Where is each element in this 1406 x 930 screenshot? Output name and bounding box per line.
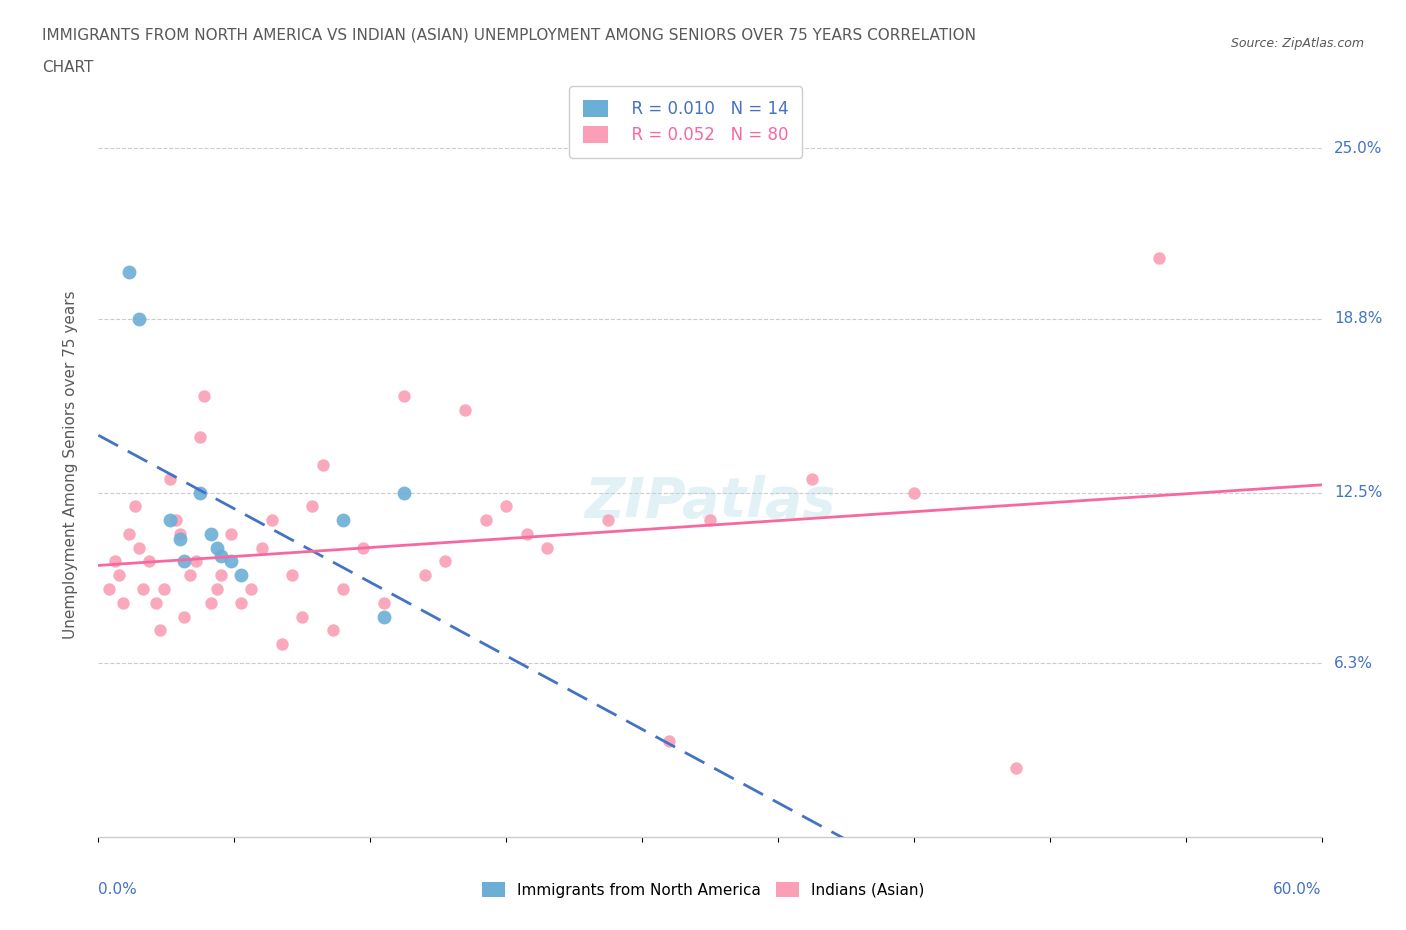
Point — [200, 526, 222, 541]
Point — [173, 609, 195, 624]
Point — [209, 549, 232, 564]
Point — [260, 512, 283, 527]
Point — [373, 595, 395, 610]
Point — [291, 609, 314, 624]
Point — [231, 595, 253, 610]
Point — [1147, 251, 1170, 266]
Point — [392, 389, 416, 404]
Point — [322, 623, 344, 638]
Text: 60.0%: 60.0% — [1274, 882, 1322, 897]
Point — [118, 526, 141, 541]
Point — [281, 568, 304, 583]
Point — [108, 568, 131, 583]
Text: 18.8%: 18.8% — [1334, 312, 1382, 326]
Text: IMMIGRANTS FROM NORTH AMERICA VS INDIAN (ASIAN) UNEMPLOYMENT AMONG SENIORS OVER : IMMIGRANTS FROM NORTH AMERICA VS INDIAN … — [42, 28, 976, 43]
Point — [205, 581, 228, 596]
Point — [173, 554, 195, 569]
Point — [149, 623, 172, 638]
Point — [193, 389, 215, 404]
Point — [165, 512, 187, 527]
Point — [219, 526, 242, 541]
Point — [474, 512, 498, 527]
Point — [169, 526, 191, 541]
Point — [270, 637, 294, 652]
Point — [413, 568, 436, 583]
Point — [200, 595, 222, 610]
Point — [596, 512, 619, 527]
Point — [188, 485, 212, 500]
Point — [152, 581, 174, 596]
Point — [159, 512, 181, 527]
Y-axis label: Unemployment Among Seniors over 75 years: Unemployment Among Seniors over 75 years — [63, 291, 77, 639]
Point — [495, 498, 517, 513]
Point — [188, 430, 212, 445]
Point — [903, 485, 925, 500]
Text: CHART: CHART — [42, 60, 94, 75]
Point — [433, 554, 456, 569]
Text: ZIPatlas: ZIPatlas — [585, 475, 835, 529]
Legend:   R = 0.010   N = 14,   R = 0.052   N = 80: R = 0.010 N = 14, R = 0.052 N = 80 — [569, 86, 801, 158]
Text: 6.3%: 6.3% — [1334, 656, 1372, 671]
Point — [219, 554, 242, 569]
Point — [516, 526, 538, 541]
Point — [352, 540, 374, 555]
Point — [658, 733, 681, 748]
Text: 12.5%: 12.5% — [1334, 485, 1382, 500]
Point — [209, 568, 232, 583]
Text: 0.0%: 0.0% — [98, 882, 138, 897]
Point — [332, 512, 354, 527]
Point — [250, 540, 273, 555]
Point — [111, 595, 134, 610]
Point — [699, 512, 721, 527]
Point — [104, 554, 127, 569]
Point — [392, 485, 416, 500]
Legend: Immigrants from North America, Indians (Asian): Immigrants from North America, Indians (… — [475, 875, 931, 904]
Point — [145, 595, 167, 610]
Point — [128, 540, 150, 555]
Point — [301, 498, 323, 513]
Point — [169, 532, 191, 547]
Point — [454, 403, 477, 418]
Point — [536, 540, 558, 555]
Point — [1004, 761, 1026, 776]
Point — [231, 568, 253, 583]
Point — [240, 581, 263, 596]
Point — [159, 472, 181, 486]
Point — [205, 540, 228, 555]
Point — [186, 554, 208, 569]
Point — [332, 581, 354, 596]
Text: Source: ZipAtlas.com: Source: ZipAtlas.com — [1230, 37, 1364, 50]
Point — [128, 312, 150, 326]
Point — [97, 581, 120, 596]
Point — [179, 568, 201, 583]
Text: 25.0%: 25.0% — [1334, 140, 1382, 155]
Point — [801, 472, 824, 486]
Point — [312, 458, 335, 472]
Point — [373, 609, 395, 624]
Point — [124, 498, 146, 513]
Point — [138, 554, 160, 569]
Point — [118, 265, 141, 280]
Point — [132, 581, 155, 596]
